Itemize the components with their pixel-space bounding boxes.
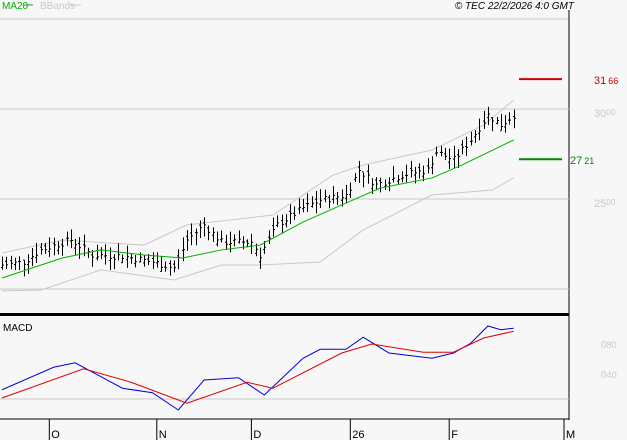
legend-ma20: MA20 <box>2 1 29 12</box>
x-axis-label: 26 <box>352 429 364 440</box>
x-axis-label: N <box>159 429 167 440</box>
macd-line <box>1 325 514 411</box>
macd-axis-label-minor: 80 <box>607 340 617 350</box>
x-axis-label: O <box>51 429 60 440</box>
x-axis-label: M <box>566 429 575 440</box>
price-axis-label: 2500 <box>594 198 616 210</box>
support-level-label-minor: 21 <box>584 156 594 166</box>
price-axis-label-minor: 00 <box>606 198 615 207</box>
x-axis-label: F <box>451 429 458 440</box>
macd-axis-label-minor: 40 <box>607 370 617 380</box>
ma20-line <box>1 139 514 279</box>
bband-upper-line <box>1 99 515 254</box>
bband-lower-line <box>1 177 514 292</box>
legend-bbands: BBands <box>40 1 75 12</box>
resistance-level-label: 31 66 <box>594 75 618 87</box>
macd-title: MACD <box>3 323 32 334</box>
resistance-level-label-minor: 66 <box>608 76 618 86</box>
copyright-timestamp: © TEC 22/2/2026 4:0 GMT <box>455 1 575 12</box>
x-axis-label: D <box>253 429 261 440</box>
support-level-label: 27 21 <box>570 155 594 167</box>
price-axis-label: 3000 <box>594 108 616 120</box>
panel-divider <box>0 313 569 316</box>
macd-axis-label: 040 <box>601 370 617 381</box>
macd-signal-line <box>1 330 514 404</box>
macd-axis-label: 080 <box>601 340 617 351</box>
price-axis-label-minor: 00 <box>606 108 615 117</box>
